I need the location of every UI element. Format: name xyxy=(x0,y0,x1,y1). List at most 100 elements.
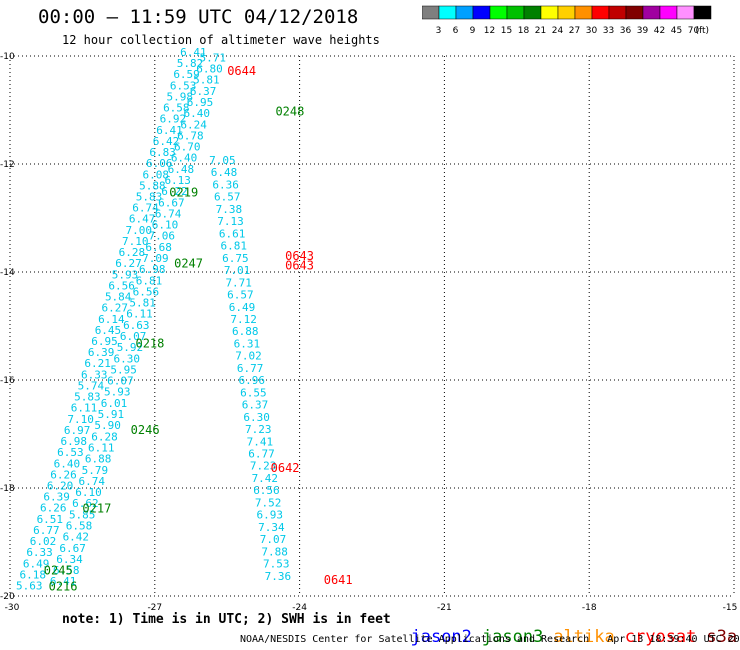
pass-time-label: 0246 xyxy=(131,423,160,437)
swh-point: 7.53 xyxy=(263,558,290,571)
swh-point: 6.41 xyxy=(156,124,183,137)
pass-time-label: 0644 xyxy=(227,64,256,78)
swh-point: 7.00 xyxy=(125,224,152,237)
swh-point: 6.42 xyxy=(153,135,180,148)
swh-point: 6.48 xyxy=(168,163,195,176)
x-tick-label: -24 xyxy=(292,603,307,613)
scale-label: 3 xyxy=(436,26,442,36)
pass-time-label: 0643 xyxy=(285,258,314,272)
mission-cryosat: cryosat xyxy=(624,627,697,647)
pass-time-label: 0641 xyxy=(324,573,353,587)
swh-point: 6.92 xyxy=(160,113,187,126)
swh-point: 6.27 xyxy=(102,302,129,315)
swh-point: 6.34 xyxy=(56,553,83,566)
swh-point: 7.02 xyxy=(235,350,262,363)
swh-point: 6.68 xyxy=(145,241,172,254)
swh-point: 6.18 xyxy=(19,568,46,581)
swh-point: 6.53 xyxy=(170,79,197,92)
swh-point: 5.79 xyxy=(82,464,109,477)
swh-point: 6.47 xyxy=(129,213,156,226)
swh-point: 7.36 xyxy=(265,570,292,583)
swh-point: 6.13 xyxy=(164,174,191,187)
swh-point: 5.81 xyxy=(129,297,156,310)
swh-point: 6.22 xyxy=(161,185,188,198)
swh-point: 6.88 xyxy=(232,325,259,338)
scale-unit: (ft) xyxy=(695,26,709,36)
swh-point: 7.06 xyxy=(149,230,176,243)
swh-point: 6.26 xyxy=(50,468,77,481)
swh-point: 5.93 xyxy=(104,386,131,399)
scale-label: 6 xyxy=(453,26,459,36)
swh-point: 6.67 xyxy=(158,196,185,209)
swh-point: 6.11 xyxy=(126,308,153,321)
mission-jason3: jason3 xyxy=(481,627,544,647)
swh-point: 6.80 xyxy=(196,63,223,76)
swh-point: 5.92 xyxy=(117,341,144,354)
swh-point: 6.30 xyxy=(243,411,270,424)
swh-point: 6.98 xyxy=(139,263,166,276)
swh-point: 6.81 xyxy=(221,240,248,253)
swh-point: 6.56 xyxy=(133,285,160,298)
swh-point: 6.10 xyxy=(75,486,102,499)
swh-point: 6.81 xyxy=(136,274,163,287)
x-tick-label: -18 xyxy=(582,603,597,613)
swh-point: 5.91 xyxy=(98,408,125,421)
scale-label: 42 xyxy=(654,26,665,36)
pass-time-label: 0643 xyxy=(285,249,314,263)
swh-point: 6.24 xyxy=(180,118,207,131)
swh-point: 5.85 xyxy=(69,508,96,521)
swh-point: 6.36 xyxy=(212,178,239,191)
swh-point: 6.07 xyxy=(120,330,147,343)
swh-point: 6.40 xyxy=(171,152,198,165)
swh-point: 6.28 xyxy=(91,430,118,443)
y-tick-label: -14 xyxy=(0,268,15,278)
swh-point: 6.93 xyxy=(256,509,283,522)
swh-point: 6.67 xyxy=(59,542,86,555)
swh-point: 6.77 xyxy=(248,448,275,461)
swh-point: 7.42 xyxy=(252,472,279,485)
mission-legend: jason2 jason3 altika cryosat s3a xyxy=(390,607,740,647)
swh-point: 6.74 xyxy=(155,207,182,220)
mission-s3a: s3a xyxy=(706,627,738,647)
scale-swatch xyxy=(693,5,712,20)
footer-credit: NOAA/NESDIS Center for Satellite Applica… xyxy=(240,634,740,645)
swh-point: 6.57 xyxy=(214,191,241,204)
scale-label: 45 xyxy=(671,26,682,36)
swh-point: 6.08 xyxy=(143,168,170,181)
chart-subtitle: 12 hour collection of altimeter wave hei… xyxy=(62,33,380,47)
swh-point: 6.02 xyxy=(30,535,57,548)
pass-time-label: 0245 xyxy=(44,563,73,577)
swh-point: 6.77 xyxy=(33,524,60,537)
swh-point: 6.83 xyxy=(149,146,176,159)
swh-point: 7.52 xyxy=(255,496,282,509)
swh-point: 6.98 xyxy=(61,435,88,448)
scale-label: 9 xyxy=(470,26,476,36)
swh-point: 6.95 xyxy=(187,96,214,109)
swh-point: 6.30 xyxy=(114,352,141,365)
swh-point: 6.62 xyxy=(72,497,99,510)
swh-point: 5.82 xyxy=(177,57,204,70)
chart-title: 00:00 – 11:59 UTC 04/12/2018 xyxy=(38,6,359,28)
swh-point: 5.98 xyxy=(166,90,193,103)
swh-point: 6.06 xyxy=(146,157,173,170)
swh-point: 6.48 xyxy=(211,166,238,179)
swh-point: 6.59 xyxy=(173,68,200,81)
swh-point: 6.70 xyxy=(174,141,201,154)
swh-point: 6.39 xyxy=(88,346,115,359)
swh-point: 6.74 xyxy=(132,202,159,215)
y-tick-label: -16 xyxy=(0,376,15,386)
y-tick-label: -12 xyxy=(0,160,15,170)
swh-point: 5.74 xyxy=(78,379,105,392)
swh-point: 6.26 xyxy=(40,502,67,515)
swh-point: 5.71 xyxy=(199,51,226,64)
swh-point: 7.09 xyxy=(142,252,169,265)
swh-point: 6.51 xyxy=(37,513,64,526)
swh-point: 6.74 xyxy=(78,475,105,488)
swh-point: 6.10 xyxy=(152,219,179,232)
swh-point: 5.95 xyxy=(110,363,137,376)
swh-point: 6.42 xyxy=(63,531,90,544)
swh-point: 5.63 xyxy=(16,580,43,593)
swh-point: 6.75 xyxy=(222,252,249,265)
mission-altika: altika xyxy=(553,627,615,647)
